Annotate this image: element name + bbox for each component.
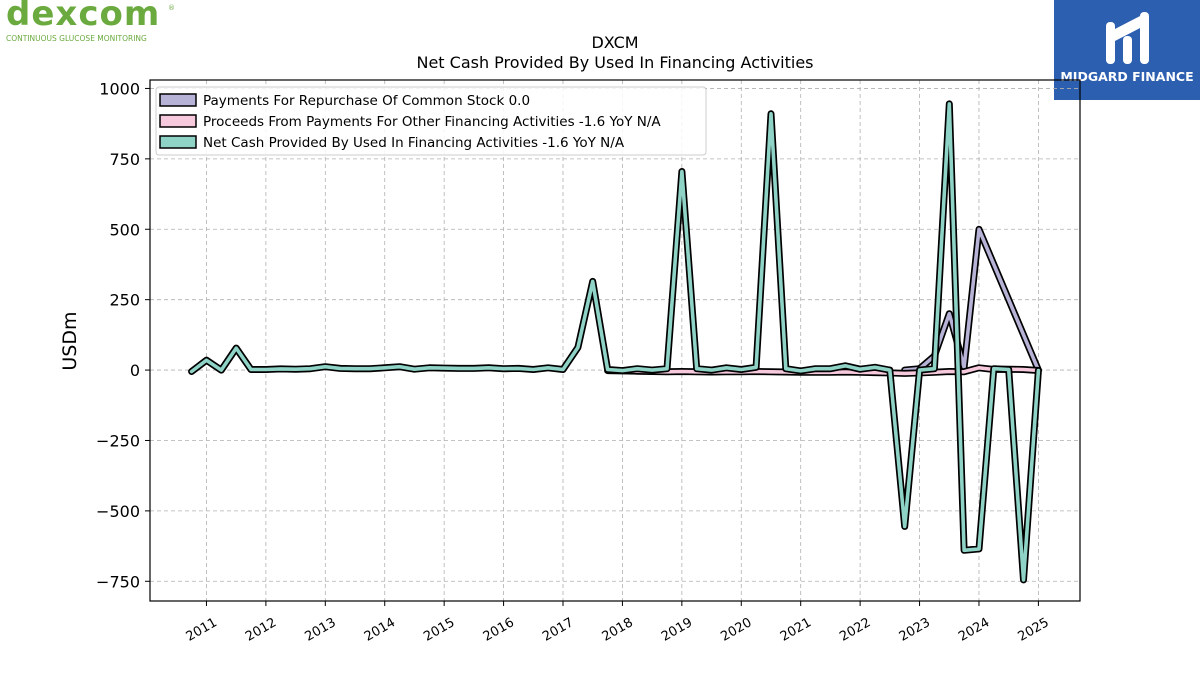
x-tick-label: 2017	[540, 615, 576, 645]
dexcom-logo-registered: ®	[168, 4, 175, 12]
x-tick-label: 2014	[362, 615, 398, 645]
y-tick-label: −500	[96, 502, 140, 521]
dexcom-logo-tagline: CONTINUOUS GLUCOSE MONITORING	[6, 34, 147, 43]
series-2	[188, 100, 1042, 584]
dexcom-logo-word: dexcom	[6, 0, 161, 34]
x-tick-label: 2020	[718, 615, 754, 645]
x-tick-label: 2018	[600, 615, 636, 645]
legend-box	[155, 86, 707, 156]
legend: Payments For Repurchase Of Common Stock …	[155, 86, 707, 156]
plot-frame	[149, 79, 1081, 602]
x-tick-label: 2015	[421, 615, 457, 645]
midgard-logo-mark-icon	[1106, 12, 1149, 64]
x-tick-label: 2013	[302, 615, 338, 645]
y-tick-label: 500	[109, 220, 140, 239]
legend-label: Proceeds From Payments For Other Financi…	[203, 114, 661, 130]
dexcom-logo: dexcom ® CONTINUOUS GLUCOSE MONITORING	[6, 0, 176, 46]
legend-swatch	[159, 114, 197, 128]
midgard-finance-logo-text: MIDGARD FINANCE	[1060, 69, 1194, 84]
legend-swatch	[159, 135, 197, 149]
x-tick-label: 2024	[956, 615, 992, 645]
series-line-outline	[188, 100, 1042, 584]
x-tick-label: 2025	[1016, 615, 1052, 645]
chart-subtitle: Net Cash Provided By Used In Financing A…	[416, 53, 813, 72]
y-axis-label: USDm	[59, 311, 81, 370]
x-tick-label: 2012	[243, 615, 279, 645]
chart-title: DXCM	[591, 33, 638, 52]
y-tick-label: 250	[109, 291, 140, 310]
y-tick-label: 750	[109, 150, 140, 169]
x-tick-label: 2019	[659, 615, 695, 645]
x-tick-label: 2011	[184, 615, 220, 645]
series-line	[189, 102, 1041, 582]
legend-label: Payments For Repurchase Of Common Stock …	[203, 93, 530, 109]
legend-swatch	[159, 93, 197, 107]
axes: −750 −500 −250 0 250 500 750 1000 2011 2012 2013 20…	[96, 79, 1052, 644]
midgard-finance-logo: MIDGARD FINANCE	[1054, 0, 1200, 100]
y-tick-label: −750	[96, 572, 140, 591]
x-tick-label: 2016	[481, 615, 517, 645]
y-tick-label: 1000	[99, 79, 140, 98]
x-tick-label: 2023	[897, 615, 933, 645]
y-tick-label: 0	[130, 361, 140, 380]
x-tick-label: 2022	[837, 615, 873, 645]
x-tick-label: 2021	[778, 615, 814, 645]
series-line	[605, 365, 1041, 376]
y-tick-label: −250	[96, 431, 140, 450]
legend-label: Net Cash Provided By Used In Financing A…	[203, 135, 625, 151]
series-layer	[188, 100, 1042, 584]
